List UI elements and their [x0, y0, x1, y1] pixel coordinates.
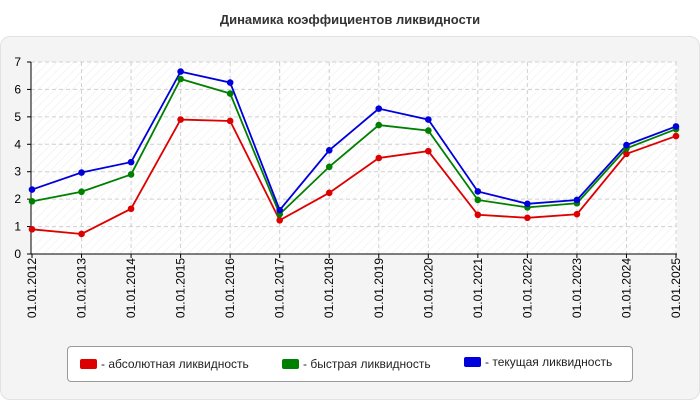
series-point-0[interactable]: [672, 132, 680, 140]
series-point-0[interactable]: [623, 150, 630, 158]
series-point-0[interactable]: [573, 210, 581, 218]
series-point-1[interactable]: [28, 198, 36, 205]
legend-swatch-current: [464, 357, 481, 367]
legend-item-current[interactable]: - текущая ликвидность: [464, 355, 612, 369]
y-tick-label: 6: [14, 82, 21, 96]
x-tick-label: 01.01.2021: [471, 258, 485, 318]
x-tick-label: 01.01.2019: [372, 258, 386, 318]
y-tick-label: 2: [14, 192, 21, 206]
x-tick-label: 01.01.2020: [421, 258, 435, 318]
legend: - абсолютная ликвидность - быстрая ликви…: [67, 346, 633, 382]
x-tick-label: 01.01.2015: [174, 258, 188, 318]
series-point-2[interactable]: [177, 68, 184, 75]
x-tick-label: 01.01.2023: [570, 258, 584, 318]
series-point-2[interactable]: [425, 116, 432, 123]
series-point-0[interactable]: [177, 116, 184, 123]
series-point-2[interactable]: [573, 196, 581, 204]
legend-swatch-absolute: [80, 359, 97, 369]
series-line-2: [31, 70, 677, 212]
series-point-2[interactable]: [226, 79, 234, 86]
y-tick-label: 3: [14, 165, 21, 179]
plot-area-hatch: [31, 62, 677, 254]
y-tick-label: 4: [14, 137, 21, 151]
x-tick-label: 01.01.2014: [124, 258, 138, 318]
y-tick-label: 7: [14, 55, 21, 69]
legend-item-absolute[interactable]: - абсолютная ликвидность: [80, 357, 249, 371]
x-tick-label: 01.01.2024: [619, 258, 633, 318]
series-point-1[interactable]: [177, 75, 184, 83]
y-tick-label: 0: [14, 247, 21, 261]
series-point-2[interactable]: [127, 158, 135, 166]
series-point-0[interactable]: [474, 211, 482, 219]
legend-label-absolute: - абсолютная ликвидность: [101, 357, 249, 371]
series-point-2[interactable]: [78, 169, 85, 176]
x-tick-label: 01.01.2016: [223, 258, 237, 318]
series-point-0[interactable]: [78, 230, 85, 238]
x-tick-label: 01.01.2018: [322, 258, 336, 318]
x-tick-label: 01.01.2013: [75, 258, 89, 318]
legend-item-quick[interactable]: - быстрая ликвидность: [282, 357, 431, 371]
series-point-0[interactable]: [425, 147, 432, 155]
series-point-2[interactable]: [524, 200, 531, 208]
x-tick-label: 01.01.2017: [273, 258, 287, 318]
series-point-2[interactable]: [623, 141, 630, 149]
series-point-2[interactable]: [375, 105, 383, 112]
series-line-1: [31, 77, 677, 216]
series-point-0[interactable]: [276, 216, 283, 224]
x-tick-label: 01.01.2012: [25, 258, 39, 318]
x-tick-label: 01.01.2025: [669, 258, 683, 318]
legend-label-quick: - быстрая ликвидность: [303, 357, 431, 371]
series-point-1[interactable]: [425, 127, 432, 134]
series-point-0[interactable]: [325, 189, 333, 197]
series-point-2[interactable]: [325, 147, 333, 154]
series-point-1[interactable]: [226, 90, 234, 97]
x-tick-label: 01.01.2022: [520, 258, 534, 318]
series-point-0[interactable]: [28, 226, 36, 233]
legend-swatch-quick: [282, 359, 299, 369]
series-point-0[interactable]: [226, 117, 234, 125]
series-point-1[interactable]: [127, 171, 135, 178]
y-tick-labels: 0 1 2 3 4 5 6 7: [14, 55, 21, 261]
x-tick-labels: 01.01.2012 01.01.2013 01.01.2014 01.01.2015…: [25, 258, 683, 318]
chart-title: Динамика коэффициентов ликвидности: [219, 12, 481, 27]
y-tick-label: 1: [14, 220, 21, 234]
series-point-2[interactable]: [276, 206, 283, 214]
series-point-1[interactable]: [474, 196, 482, 204]
series-point-0[interactable]: [524, 214, 531, 222]
series-point-2[interactable]: [28, 186, 36, 193]
series-point-1[interactable]: [78, 188, 85, 196]
series-point-2[interactable]: [474, 188, 482, 195]
series-point-0[interactable]: [375, 154, 383, 162]
series: [28, 68, 680, 238]
series-point-2[interactable]: [672, 123, 680, 130]
series-line-0: [31, 118, 677, 235]
series-point-0[interactable]: [127, 205, 135, 213]
series-point-1[interactable]: [375, 121, 383, 129]
legend-label-current: - текущая ликвидность: [485, 355, 613, 369]
grid: [31, 61, 677, 254]
series-point-1[interactable]: [325, 163, 333, 171]
y-tick-label: 5: [14, 110, 21, 124]
axes: [27, 61, 677, 258]
